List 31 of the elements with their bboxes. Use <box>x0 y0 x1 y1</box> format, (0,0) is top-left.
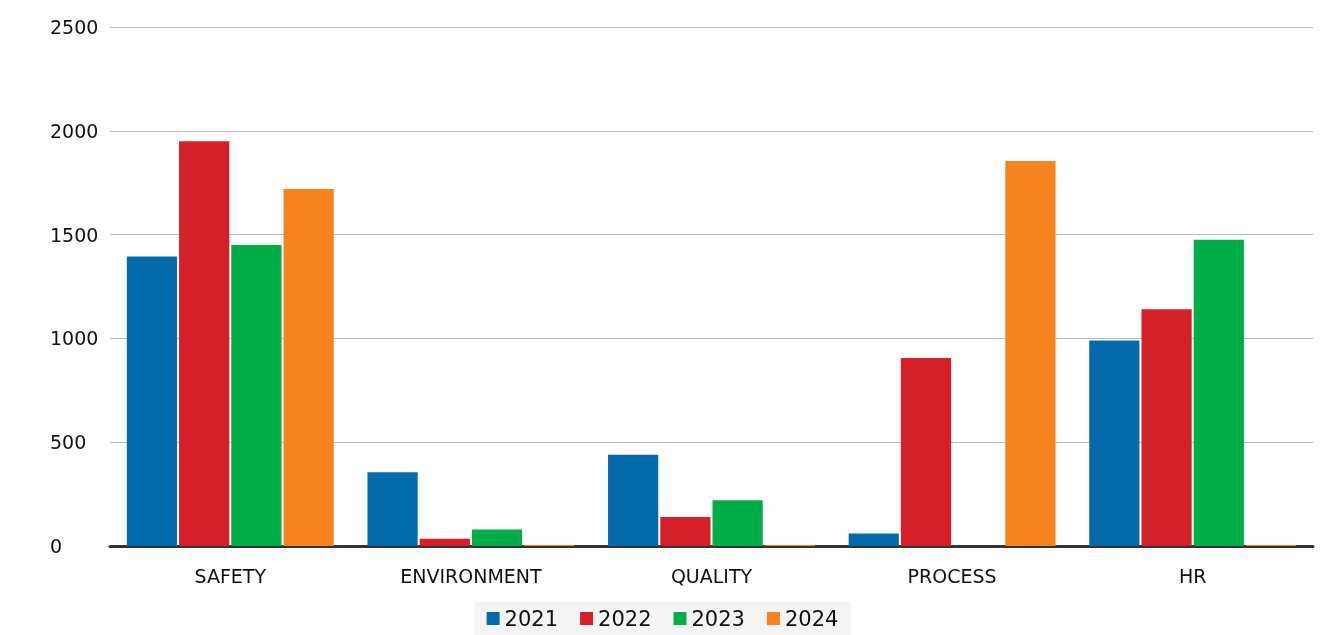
bar <box>179 141 230 546</box>
legend-label: 2022 <box>598 606 652 631</box>
x-tick-label: QUALITY <box>670 564 753 587</box>
bar <box>608 454 659 546</box>
bar <box>660 516 711 546</box>
bar <box>1005 160 1056 546</box>
legend-label: 2024 <box>784 606 839 631</box>
bar <box>283 188 334 546</box>
x-tick-label: HR <box>1178 564 1207 587</box>
bar <box>1193 239 1244 546</box>
y-tick-label: 0 <box>50 535 63 557</box>
x-tick-label: ENVIRONMENT <box>400 564 542 587</box>
y-tick-label: 500 <box>50 431 87 454</box>
y-tick-label: 1500 <box>50 223 99 246</box>
y-tick-label: 2000 <box>50 119 99 142</box>
legend-label: 2021 <box>504 606 559 631</box>
bar <box>231 244 282 546</box>
bar <box>848 533 899 546</box>
bar <box>126 256 178 546</box>
bar <box>1141 309 1192 546</box>
bar <box>471 529 523 546</box>
bar <box>1089 340 1140 546</box>
bar <box>712 500 763 546</box>
x-tick-label: SAFETY <box>194 564 267 587</box>
y-tick-label: 1000 <box>50 327 99 350</box>
bar <box>900 358 952 546</box>
legend-label: 2023 <box>691 606 745 631</box>
x-tick-label: PROCESS <box>907 564 997 587</box>
bar <box>419 538 470 546</box>
y-tick-label: 2500 <box>50 16 99 38</box>
bar <box>367 472 418 546</box>
